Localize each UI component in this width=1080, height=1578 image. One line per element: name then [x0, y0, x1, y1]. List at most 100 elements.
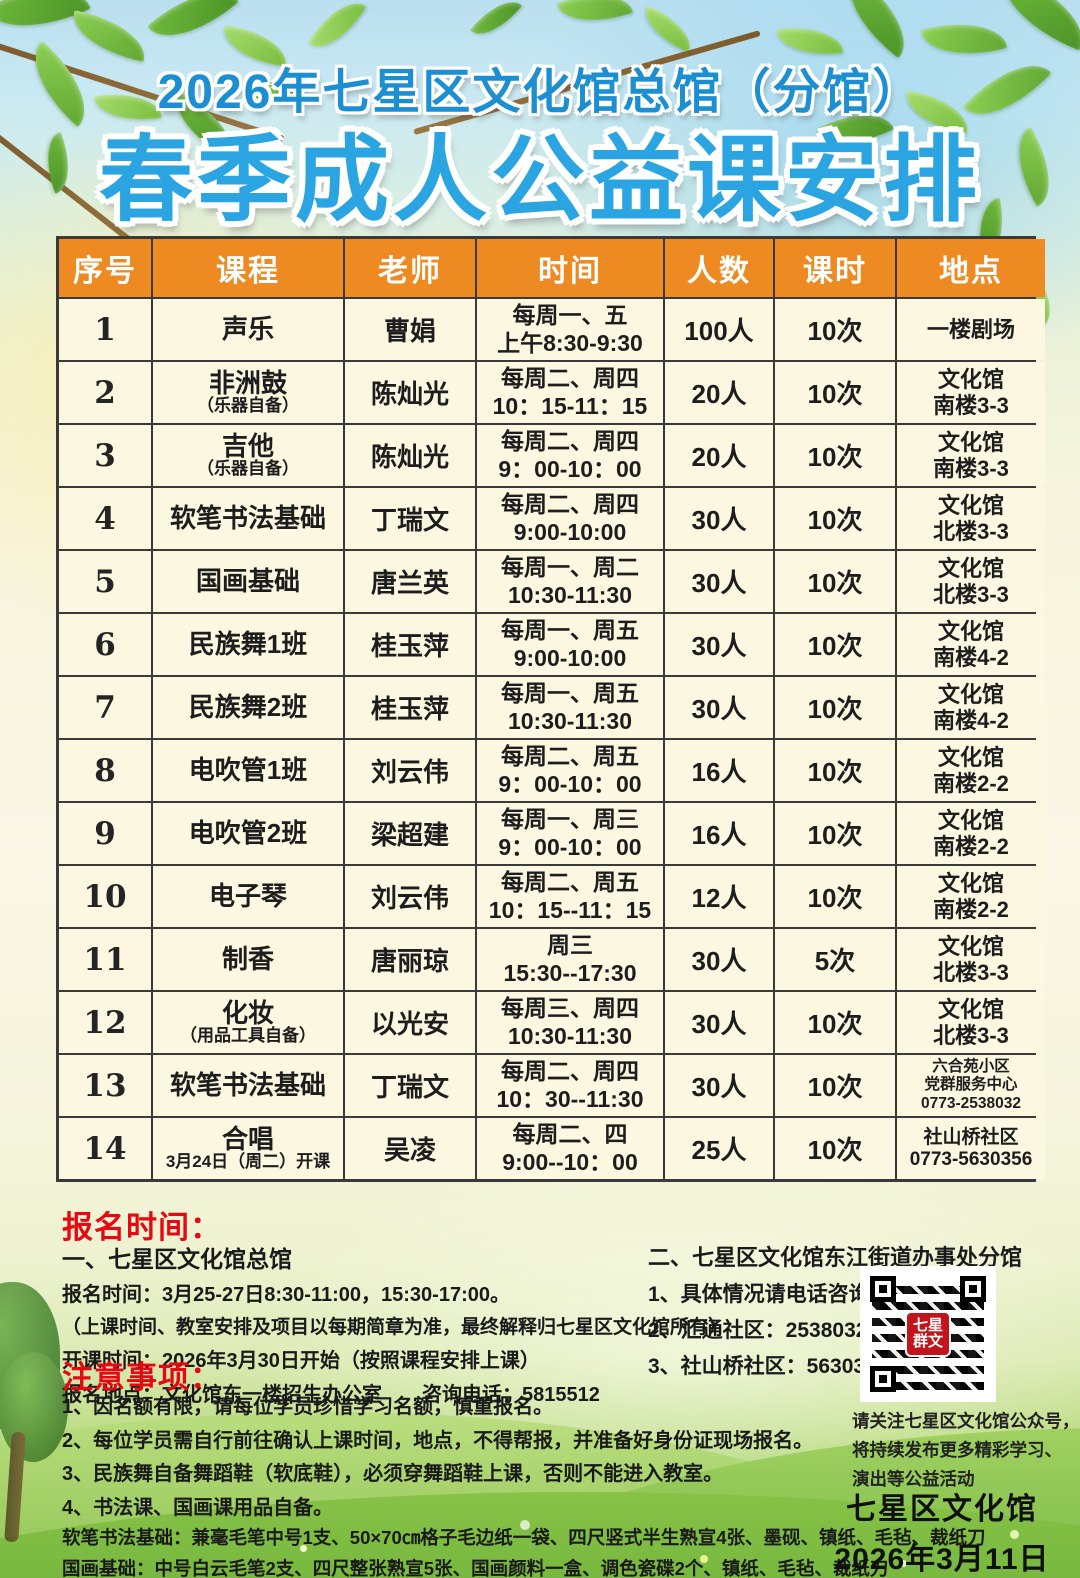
location-line-1: 六合苑小区: [932, 1057, 1010, 1075]
cell-teacher: 唐兰英: [345, 551, 475, 612]
cell-people: 30人: [665, 488, 773, 549]
cell-teacher: 梁超建: [345, 803, 475, 864]
signup-line: 2、汇通社区：2538032；: [648, 1319, 889, 1342]
time-days: 每周二、周四: [501, 364, 639, 391]
course-note: （用品工具自备）: [180, 1025, 316, 1045]
signup-line: 开课时间：2026年3月30日开始（按照课程安排上课）: [62, 1350, 540, 1372]
signup-line: 报名地点：文化馆东一楼招生办公室 咨询电话：5815512: [62, 1384, 600, 1406]
time-hours: 10：15-11：15: [492, 392, 648, 419]
cell-teacher: 曹娟: [345, 299, 475, 360]
row-number: 12: [83, 1004, 127, 1041]
session-count: 10次: [807, 883, 863, 913]
cell-location: 社山桥社区 0773-5630356: [897, 1118, 1045, 1179]
location-line-2: 0773-5630356: [909, 1148, 1033, 1170]
column-header-people: 人数: [665, 239, 773, 297]
signup-main-heading: 一、七星区文化馆总馆: [62, 1246, 292, 1272]
course-note: （乐器自备）: [197, 395, 299, 415]
cell-sessions: 5次: [775, 929, 895, 990]
signup-main-branch: 一、七星区文化馆总馆 报名时间：3月25-27日8:30-11:00，15:30…: [62, 1240, 727, 1412]
course-name: 吉他: [221, 430, 274, 461]
course-name: 民族舞2班: [188, 691, 308, 722]
teacher-name: 刘云伟: [370, 883, 449, 913]
footer-date: 2026年3月11日: [834, 1543, 1050, 1576]
cell-people: 30人: [665, 551, 773, 612]
sparkle-dot: [900, 1560, 907, 1567]
time-days: 每周一、周五: [501, 679, 639, 706]
people-count: 20人: [691, 442, 747, 472]
cell-location: 文化馆 南楼2-2: [897, 740, 1045, 801]
course-name: 软笔书法基础: [169, 502, 326, 533]
cell-people: 100人: [665, 299, 773, 360]
course-name: 电子琴: [208, 880, 287, 911]
time-days: 每周一、五: [512, 301, 628, 328]
note-line: 4、书法课、国画课用品自备。: [62, 1496, 334, 1519]
course-name: 非洲鼓: [208, 367, 287, 398]
cell-time: 每周二、周四 10：15-11：15: [477, 362, 663, 423]
session-count: 10次: [807, 1135, 863, 1165]
course-note: （乐器自备）: [197, 458, 299, 478]
signup-section-title: 报名时间：: [62, 1210, 222, 1245]
time-hours: 10：15--11：15: [488, 896, 652, 923]
session-count: 10次: [807, 757, 863, 787]
column-header-time: 时间: [477, 239, 663, 297]
location-line-1: 文化馆: [937, 367, 1004, 393]
qr-caption-line: 演出等公益活动: [852, 1469, 975, 1489]
course-name: 声乐: [221, 313, 274, 344]
teacher-name: 曹娟: [383, 316, 436, 346]
signup-line: 报名时间：3月25-27日8:30-11:00，15:30-17:00。: [62, 1284, 510, 1306]
time-days: 每周一、周三: [501, 805, 639, 832]
signup-branch-heading: 二、七星区文化馆东江街道办事处分馆: [648, 1245, 1023, 1270]
people-count: 16人: [691, 757, 747, 787]
poster-subtitle: 2026年七星区文化馆总馆（分馆）: [157, 66, 923, 119]
course-name: 合唱: [221, 1123, 274, 1154]
cell-teacher: 陈灿光: [345, 425, 475, 486]
cell-location: 文化馆 南楼2-2: [897, 866, 1045, 927]
location-line-2: 南楼2-2: [933, 896, 1009, 922]
cell-time: 每周二、周五 9：00-10：00: [477, 740, 663, 801]
row-number: 8: [94, 752, 116, 789]
cell-time: 每周二、周四 9：00-10：00: [477, 425, 663, 486]
cell-time: 每周二、四 9:00--10：00: [477, 1118, 663, 1179]
cell-location: 一楼剧场: [897, 299, 1045, 360]
session-count: 10次: [807, 1009, 863, 1039]
cell-time: 每周一、周三 9：00-10：00: [477, 803, 663, 864]
column-header-course: 课程: [153, 239, 343, 297]
cell-number: 5: [59, 551, 151, 612]
row-number: 9: [94, 815, 116, 852]
cell-course: 电吹管2班: [153, 803, 343, 864]
teacher-name: 丁瑞文: [370, 1072, 449, 1102]
people-count: 12人: [691, 883, 747, 913]
column-header-location: 地点: [897, 239, 1045, 297]
time-days: 每周二、周五: [501, 742, 639, 769]
course-name: 国画基础: [195, 565, 300, 596]
cell-time: 每周二、周四 9:00-10:00: [477, 488, 663, 549]
cell-people: 12人: [665, 866, 773, 927]
location-line-2: 北楼3-3: [933, 518, 1009, 544]
cell-course: 化妆 （用品工具自备）: [153, 992, 343, 1053]
cell-people: 25人: [665, 1118, 773, 1179]
time-days: 每周一、周五: [501, 616, 639, 643]
time-hours: 9:00-10:00: [513, 644, 627, 671]
location-line-3: 0773-2538032: [921, 1094, 1021, 1112]
cell-number: 14: [59, 1118, 151, 1179]
leaf-decoration: [556, 0, 634, 35]
cell-teacher: 以光安: [345, 992, 475, 1053]
row-number: 11: [83, 941, 127, 978]
qr-code: 七星群文: [866, 1272, 990, 1396]
location-line-1: 文化馆: [937, 556, 1004, 582]
cell-course: 制香: [153, 929, 343, 990]
cell-location: 文化馆 南楼4-2: [897, 677, 1045, 738]
qr-caption-line: 请关注七星区文化馆公众号，: [852, 1411, 1080, 1431]
leaf-decoration: [637, 5, 699, 53]
cell-course: 声乐: [153, 299, 343, 360]
sparkle-dot: [300, 1545, 307, 1552]
session-count: 10次: [807, 820, 863, 850]
cell-number: 9: [59, 803, 151, 864]
time-hours: 9：00-10：00: [498, 833, 642, 860]
people-count: 100人: [684, 316, 754, 346]
cell-location: 文化馆 南楼3-3: [897, 425, 1045, 486]
location-line-1: 文化馆: [937, 619, 1004, 645]
footer-signature: 七星区文化馆 2026年3月11日: [812, 1484, 1072, 1578]
row-number: 5: [94, 563, 116, 600]
